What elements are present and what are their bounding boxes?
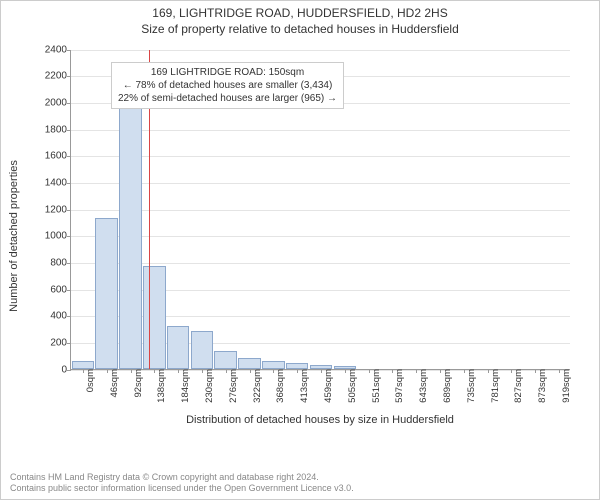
x-tick-label: 735sqm <box>460 369 477 403</box>
histogram-bar <box>238 358 261 369</box>
x-tick-label: 781sqm <box>484 369 501 403</box>
x-tick-mark <box>535 369 536 373</box>
annotation-line: 169 LIGHTRIDGE ROAD: 150sqm <box>118 66 337 79</box>
x-tick-mark <box>297 369 298 373</box>
y-tick-mark <box>67 130 71 131</box>
x-tick-mark <box>83 369 84 373</box>
histogram-bar <box>262 361 285 369</box>
grid-line <box>71 156 570 157</box>
y-tick-mark <box>67 236 71 237</box>
x-axis-label: Distribution of detached houses by size … <box>70 414 570 426</box>
y-tick-mark <box>67 50 71 51</box>
x-tick-label: 919sqm <box>555 369 572 403</box>
x-tick-mark <box>345 369 346 373</box>
histogram-bar <box>72 361 95 369</box>
histogram-bar <box>119 75 142 368</box>
grid-line <box>71 263 570 264</box>
y-tick-mark <box>67 183 71 184</box>
y-tick-mark <box>67 210 71 211</box>
x-tick-mark <box>416 369 417 373</box>
x-tick-label: 92sqm <box>127 369 144 398</box>
y-tick-mark <box>67 290 71 291</box>
x-tick-label: 643sqm <box>412 369 429 403</box>
x-tick-mark <box>321 369 322 373</box>
y-tick-mark <box>67 103 71 104</box>
x-tick-label: 322sqm <box>246 369 263 403</box>
x-tick-label: 0sqm <box>79 369 96 392</box>
histogram-bar <box>214 351 237 368</box>
annotation-box: 169 LIGHTRIDGE ROAD: 150sqm← 78% of deta… <box>111 62 344 109</box>
x-tick-mark <box>131 369 132 373</box>
x-tick-mark <box>392 369 393 373</box>
footer-line-2: Contains public sector information licen… <box>10 483 354 494</box>
plot-region: 0200400600800100012001400160018002000220… <box>70 50 570 370</box>
footer-line-1: Contains HM Land Registry data © Crown c… <box>10 472 354 483</box>
x-tick-mark <box>369 369 370 373</box>
x-tick-mark <box>464 369 465 373</box>
grid-line <box>71 183 570 184</box>
x-tick-mark <box>226 369 227 373</box>
x-tick-mark <box>250 369 251 373</box>
y-tick-mark <box>67 370 71 371</box>
annotation-line: ← 78% of detached houses are smaller (3,… <box>118 79 337 92</box>
chart-area: Number of detached properties 0200400600… <box>28 40 588 420</box>
x-tick-label: 597sqm <box>388 369 405 403</box>
chart-subtitle: Size of property relative to detached ho… <box>10 22 590 36</box>
x-tick-mark <box>202 369 203 373</box>
y-tick-mark <box>67 316 71 317</box>
x-tick-label: 413sqm <box>293 369 310 403</box>
chart-title: 169, LIGHTRIDGE ROAD, HUDDERSFIELD, HD2 … <box>10 6 590 22</box>
x-tick-label: 505sqm <box>341 369 358 403</box>
y-tick-mark <box>67 76 71 77</box>
y-axis-label: Number of detached properties <box>8 160 20 312</box>
x-tick-mark <box>511 369 512 373</box>
x-tick-label: 873sqm <box>531 369 548 403</box>
x-tick-label: 689sqm <box>436 369 453 403</box>
x-tick-mark <box>273 369 274 373</box>
y-tick-mark <box>67 156 71 157</box>
x-tick-label: 827sqm <box>507 369 524 403</box>
x-tick-mark <box>488 369 489 373</box>
y-tick-mark <box>67 343 71 344</box>
x-tick-mark <box>107 369 108 373</box>
x-tick-mark <box>559 369 560 373</box>
x-tick-label: 368sqm <box>269 369 286 403</box>
x-tick-label: 276sqm <box>222 369 239 403</box>
x-tick-mark <box>154 369 155 373</box>
x-tick-label: 459sqm <box>317 369 334 403</box>
histogram-bar <box>167 326 190 369</box>
x-tick-label: 46sqm <box>103 369 120 398</box>
histogram-bar <box>95 218 118 369</box>
x-tick-label: 184sqm <box>174 369 191 403</box>
chart-container: 169, LIGHTRIDGE ROAD, HUDDERSFIELD, HD2 … <box>0 0 600 500</box>
x-tick-label: 230sqm <box>198 369 215 403</box>
histogram-bar <box>143 266 166 369</box>
footer-attribution: Contains HM Land Registry data © Crown c… <box>10 472 354 495</box>
x-tick-mark <box>440 369 441 373</box>
grid-line <box>71 210 570 211</box>
histogram-bar <box>191 331 214 368</box>
annotation-line: 22% of semi-detached houses are larger (… <box>118 92 337 105</box>
grid-line <box>71 130 570 131</box>
y-tick-mark <box>67 263 71 264</box>
x-tick-mark <box>178 369 179 373</box>
x-tick-label: 551sqm <box>365 369 382 403</box>
grid-line <box>71 236 570 237</box>
x-tick-label: 138sqm <box>150 369 167 403</box>
grid-line <box>71 50 570 51</box>
